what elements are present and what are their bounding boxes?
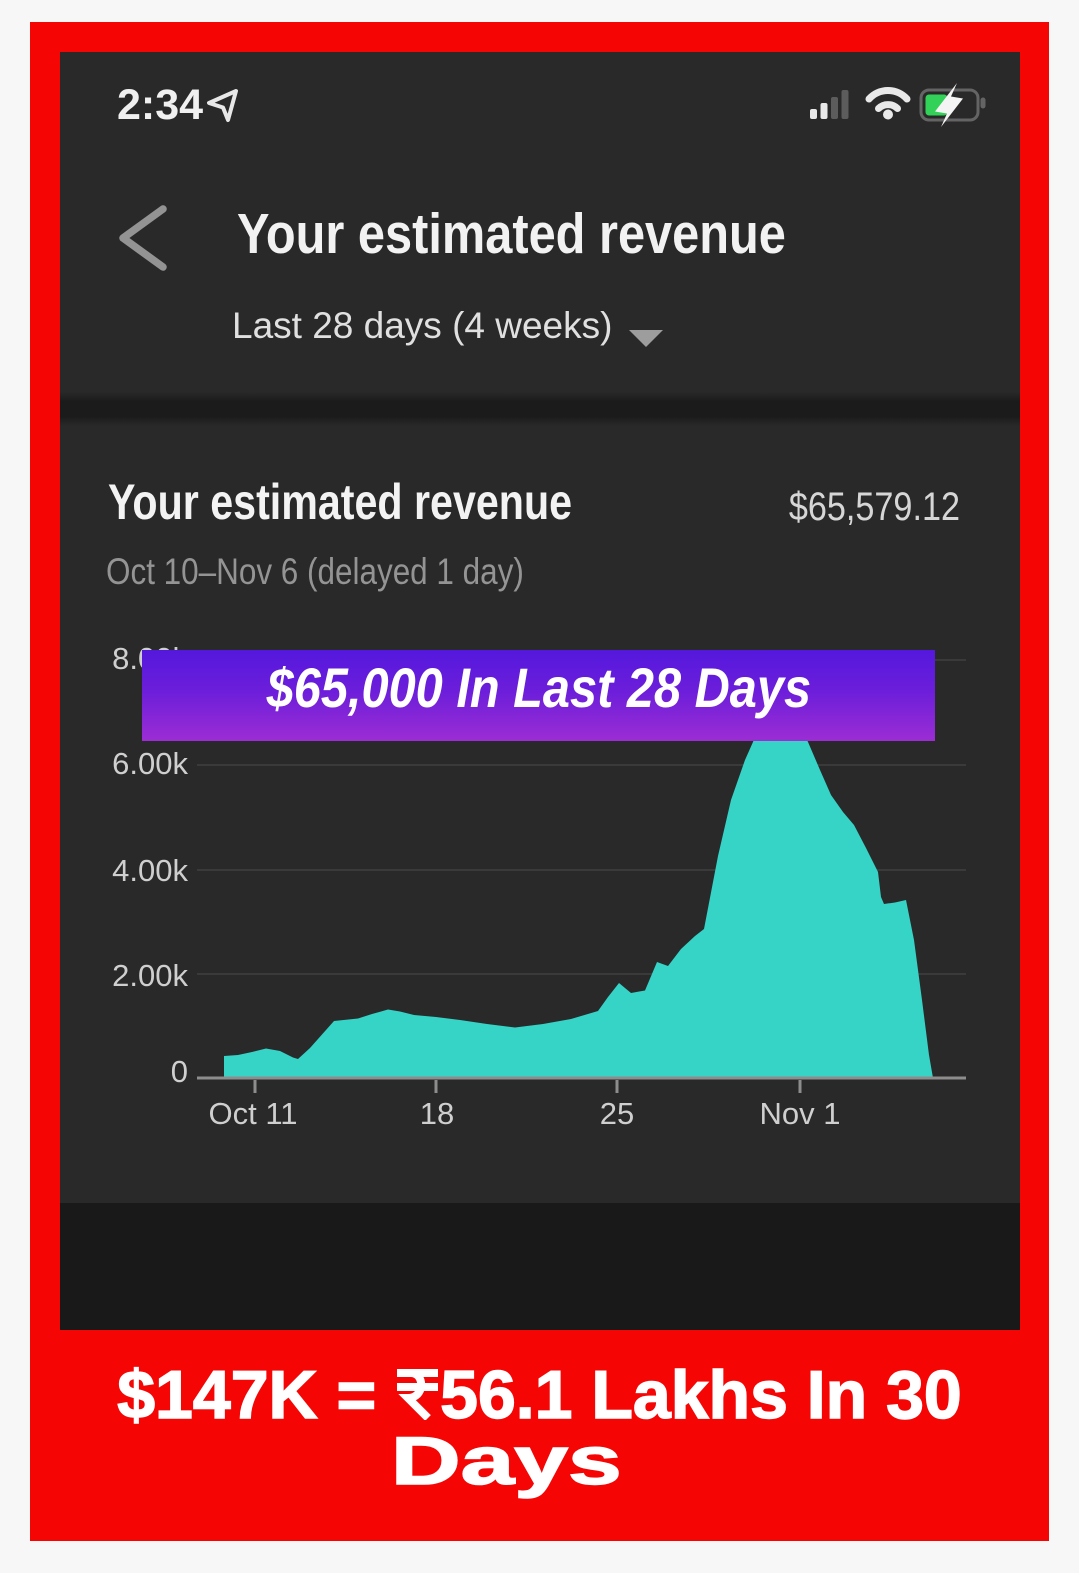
svg-text:Nov 1: Nov 1 [760,1096,841,1131]
svg-text:Oct 11: Oct 11 [208,1096,297,1131]
svg-text:4.00k: 4.00k [112,853,188,888]
svg-text:25: 25 [600,1096,634,1131]
svg-text:6.00k: 6.00k [112,746,188,781]
svg-text:2.00k: 2.00k [112,958,188,993]
svg-text:18: 18 [420,1096,454,1131]
svg-text:0: 0 [171,1054,188,1089]
